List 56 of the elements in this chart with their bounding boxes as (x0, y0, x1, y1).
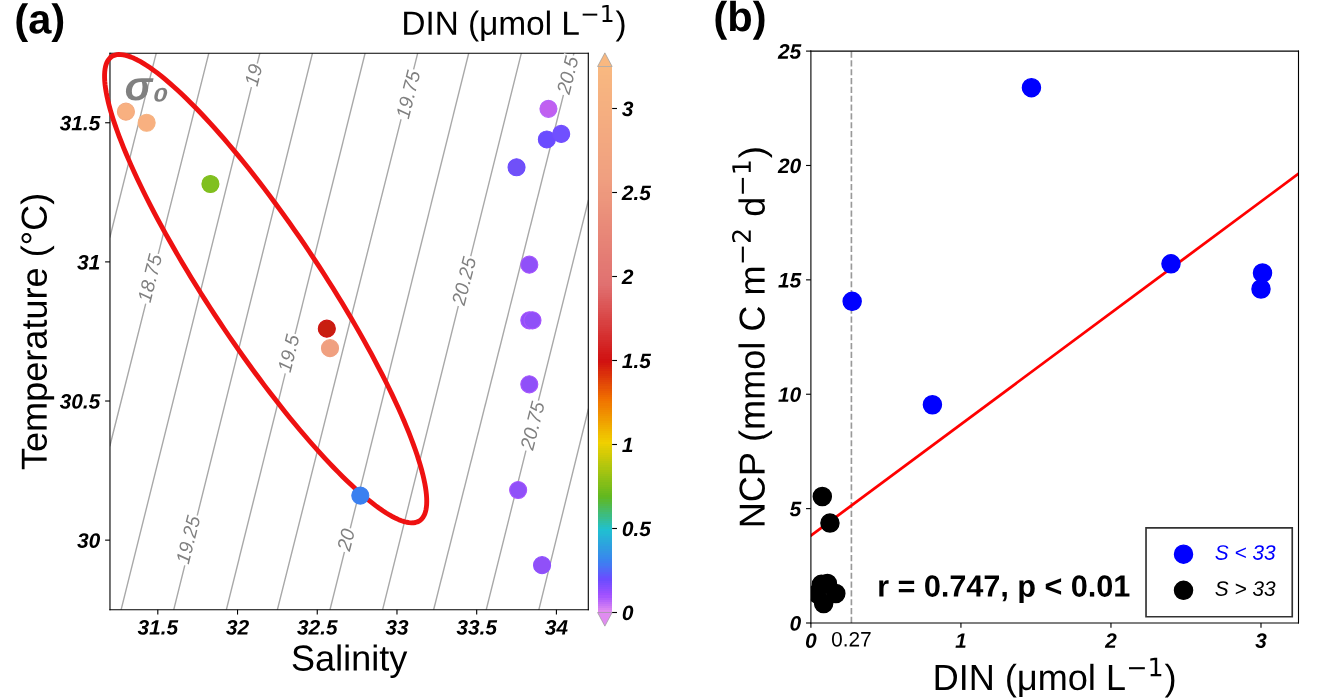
annotation: 19.75 (395, 69, 421, 120)
chart-title: (a) (16, 3, 64, 43)
annotation: 20.25 (451, 255, 477, 307)
x-tick-label: 34 (544, 619, 568, 635)
color-bar-label: 2 (621, 269, 634, 285)
legend-label: S > 33 (1215, 581, 1276, 596)
point (842, 291, 862, 312)
chart-title: (b) (715, 0, 765, 40)
x-tick-label: 33.5 (456, 619, 498, 635)
x-tick-label: 0 (805, 633, 817, 649)
point (922, 395, 943, 415)
y-tick-label: 31 (77, 254, 100, 270)
x-tick-label: 1 (955, 633, 966, 648)
color-bar-label: 3 (622, 101, 634, 117)
color-bar-label: 2.5 (621, 185, 652, 201)
y-axis-title: Temperature (°C) (20, 195, 55, 470)
point (1021, 77, 1042, 98)
annotation: 19.25 (175, 514, 201, 565)
y-tick-label: 30.5 (59, 394, 101, 409)
point (1251, 279, 1271, 299)
x-tick-label: 33 (385, 619, 409, 635)
legend-label: S < 33 (1215, 545, 1276, 560)
x-axis-title: Salinity (292, 644, 408, 679)
color-bar-label: 0 (622, 605, 634, 621)
annotation: 19.5 (277, 333, 300, 373)
annotation: 18.75 (137, 252, 163, 303)
point (820, 513, 840, 533)
point (813, 593, 834, 614)
y-tick-label: 20 (777, 158, 801, 174)
annotation: 20.75 (519, 400, 546, 452)
x-tick-label: 32 (226, 619, 249, 635)
annotation: r = 0.747, p < 0.01 (879, 575, 1130, 603)
y-tick-label: 10 (778, 387, 801, 402)
x-axis-title: DIN (μmol L$^{−1}$) (935, 657, 1175, 698)
x-tick-label: 31.5 (137, 619, 179, 635)
y-tick-label: 31.5 (59, 115, 101, 131)
color-bar-title: DIN (μmol L$^{−1}$) (404, 4, 625, 42)
point (1161, 254, 1181, 274)
x-tick-label: 2 (1104, 633, 1117, 648)
color-bar-label: 1.5 (622, 353, 652, 369)
y-tick-label: 5 (789, 501, 802, 517)
y-axis-title: NCP (mmol C m$^{−2}$ d$^{−1}$) (732, 148, 773, 526)
x-tick-label: 32.5 (297, 619, 338, 635)
color-bar-label: 1 (622, 437, 633, 453)
x-tick-label: 3 (1255, 633, 1267, 649)
annotation: 19 (244, 63, 263, 87)
annotation: 20 (336, 527, 356, 553)
color-bar-label: 0.5 (622, 521, 652, 537)
point (812, 486, 833, 507)
annotation: 20.5 (556, 54, 579, 96)
point (826, 583, 846, 604)
y-tick-label: 15 (778, 273, 802, 288)
y-tick-label: 25 (777, 44, 802, 59)
y-tick-label: 30 (77, 533, 101, 548)
point (1252, 263, 1273, 283)
ref-line-label: 0.27 (831, 631, 871, 647)
